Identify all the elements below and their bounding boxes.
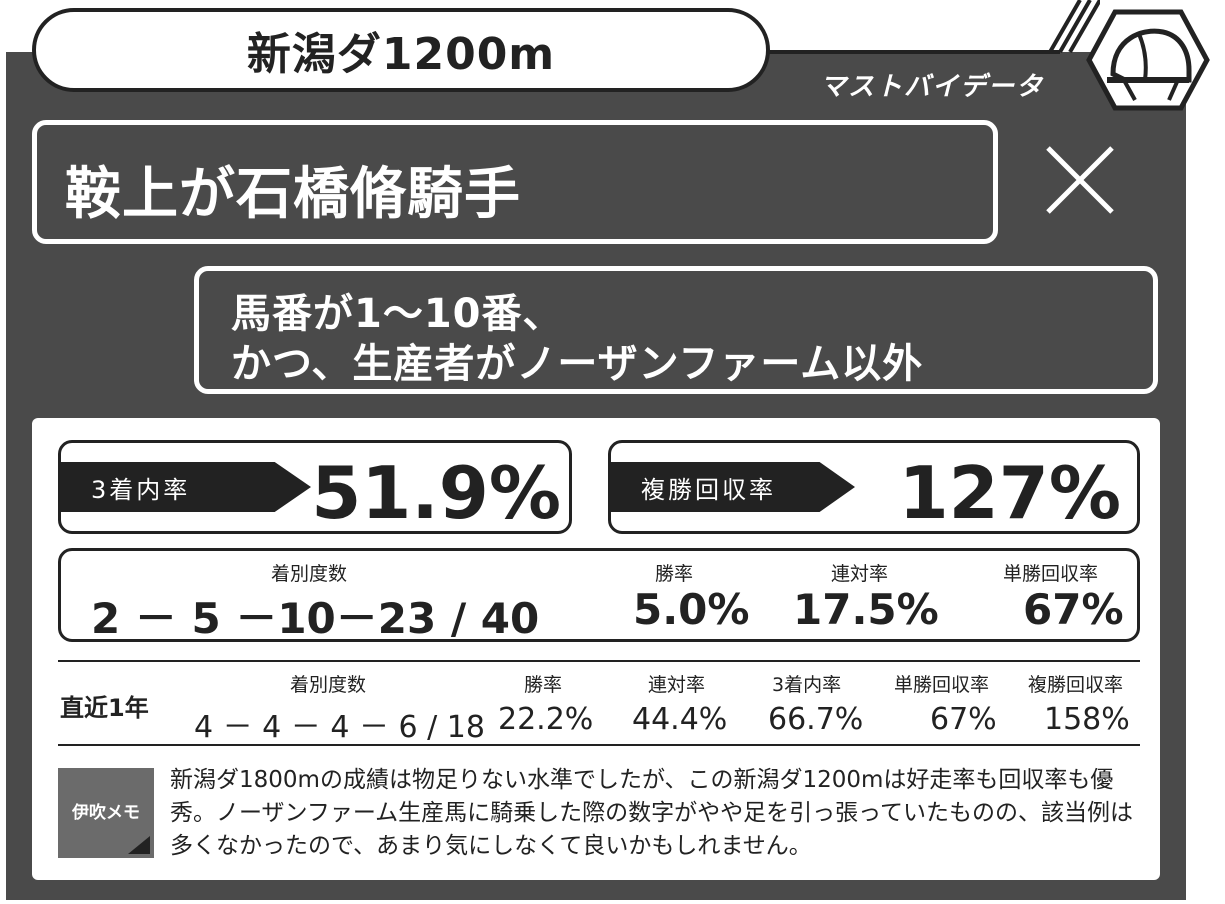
record-value: 2 － 5 －10－23 / 40 [91, 594, 540, 643]
memo-tag-label: 伊吹メモ [72, 803, 140, 823]
recent-value: 4 － 4 － 4 － 6 / 18 [194, 710, 485, 745]
recent-head: 複勝回収率 [1028, 674, 1124, 696]
brand-label: マストバイデータ [820, 72, 1045, 102]
rentai-value: 17.5% [793, 585, 939, 634]
highlight-label: 3着内率 [61, 462, 311, 512]
title-pill: 新潟ダ1200m [32, 8, 770, 92]
highlight-top3-rate: 3着内率 51.9% [58, 440, 572, 535]
rentai-head: 連対率 [831, 563, 889, 585]
highlight-value: 127% [898, 451, 1121, 535]
recent-year-row: 直近1年 着別度数 勝率 連対率 3着内率 単勝回収率 複勝回収率 4 － 4 … [58, 660, 1140, 746]
tansho-value: 67% [1023, 585, 1124, 634]
jockey-box: 鞍上が石橋脩騎手 [32, 120, 998, 244]
jockey-heading: 鞍上が石橋脩騎手 [65, 162, 521, 227]
win-value: 5.0% [633, 585, 750, 634]
recent-value: 158% [1044, 702, 1130, 737]
recent-label: 直近1年 [60, 694, 149, 722]
highlight-label: 複勝回収率 [611, 462, 855, 512]
tansho-head: 単勝回収率 [1003, 563, 1099, 585]
corner-fold-icon [128, 836, 150, 854]
condition-line-2: かつ、生産者がノーザンファーム以外 [231, 341, 924, 387]
condition-line-1: 馬番が1～10番、 [231, 291, 564, 337]
recent-head: 連対率 [648, 674, 706, 696]
main-stats-row: 着別度数 2 － 5 －10－23 / 40 勝率 5.0% 連対率 17.5%… [58, 548, 1140, 643]
recent-head: 勝率 [524, 674, 563, 696]
recent-head: 着別度数 [290, 674, 367, 696]
helmet-icon [1086, 9, 1210, 111]
times-icon [1046, 146, 1114, 214]
condition-box: 馬番が1～10番、 かつ、生産者がノーザンファーム以外 [194, 266, 1158, 394]
record-head: 着別度数 [271, 563, 348, 585]
recent-head: 3着内率 [772, 674, 842, 696]
memo-tag: 伊吹メモ [58, 768, 154, 858]
recent-value: 67% [930, 702, 997, 737]
recent-value: 66.7% [768, 702, 864, 737]
highlight-value: 51.9% [311, 451, 561, 535]
win-head: 勝率 [655, 563, 694, 585]
memo-text: 新潟ダ1800mの成績は物足りない水準でしたが、この新潟ダ1200mは好走率も回… [170, 767, 1134, 859]
recent-value: 22.2% [498, 702, 594, 737]
decorative-stripes [760, 0, 1100, 54]
highlight-place-return: 複勝回収率 127% [608, 440, 1140, 535]
recent-head: 単勝回収率 [894, 674, 990, 696]
recent-value: 44.4% [632, 702, 728, 737]
page-title: 新潟ダ1200m [246, 29, 556, 80]
